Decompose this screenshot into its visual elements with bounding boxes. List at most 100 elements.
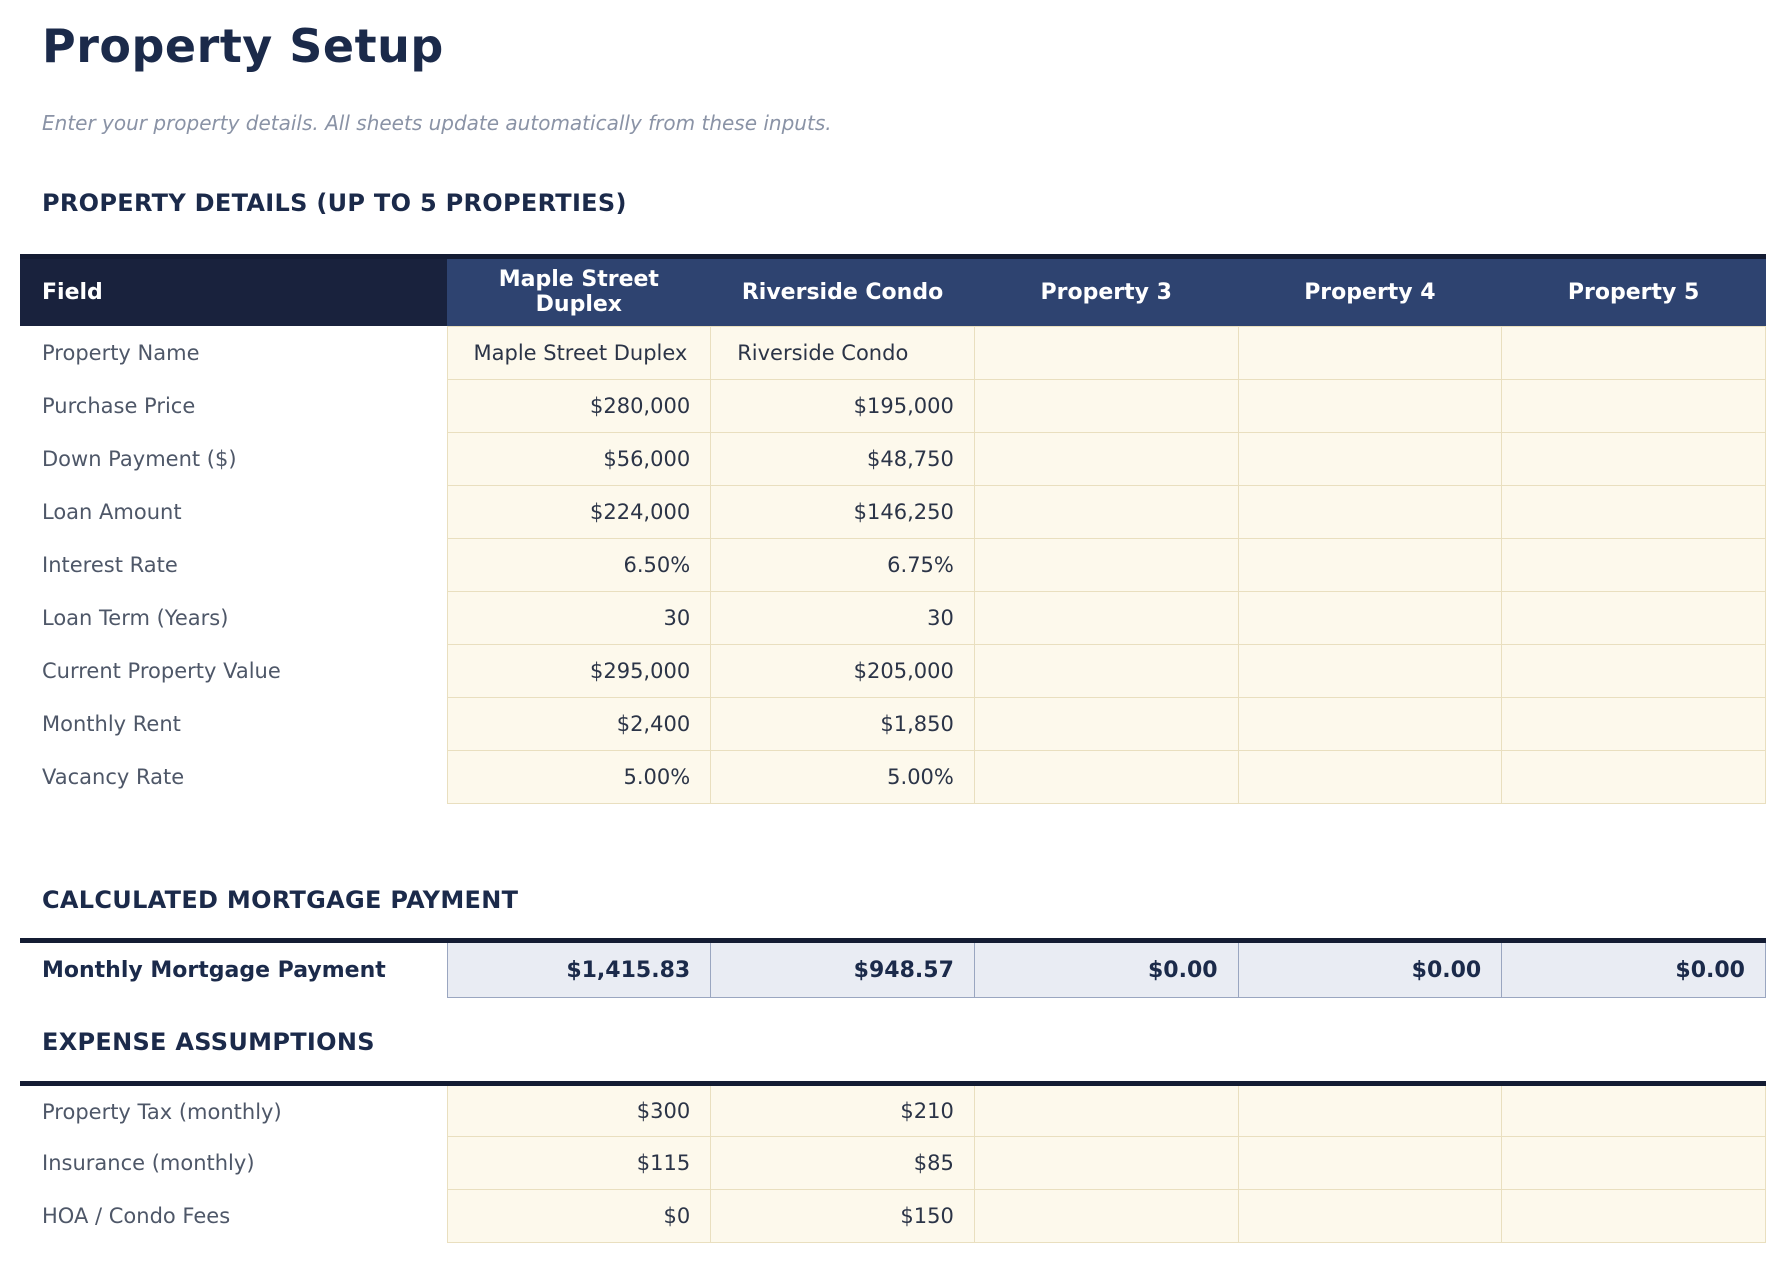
value-cell[interactable]: $295,000 xyxy=(446,643,712,698)
value-cell[interactable]: $300 xyxy=(446,1083,712,1138)
value-cell[interactable] xyxy=(973,484,1239,539)
value-cell[interactable] xyxy=(1237,431,1503,486)
value-cell[interactable] xyxy=(1237,749,1503,804)
details-header-row: Field Maple Street Duplex Riverside Condo P… xyxy=(20,256,1766,327)
value-cell: $948.57 xyxy=(710,940,975,999)
row-label: Property Tax (monthly) xyxy=(20,1083,447,1137)
value-cell[interactable] xyxy=(1237,378,1503,433)
value-cell[interactable]: $56,000 xyxy=(446,431,712,486)
table-row-loan-term-years: Loan Term (Years) 30 30 xyxy=(20,590,1766,645)
value-cell[interactable] xyxy=(1501,749,1766,804)
column-header-property-5: Property 5 xyxy=(1501,256,1766,327)
value-cell[interactable] xyxy=(1501,484,1766,539)
row-label: Property Name xyxy=(20,326,447,380)
value-cell[interactable]: 6.50% xyxy=(446,537,712,592)
row-label: Monthly Rent xyxy=(20,697,447,751)
value-cell[interactable] xyxy=(973,643,1239,698)
value-cell[interactable] xyxy=(1501,1189,1766,1244)
value-cell[interactable]: $224,000 xyxy=(446,484,712,539)
value-cell[interactable]: 5.00% xyxy=(710,749,975,804)
value-cell[interactable] xyxy=(1501,643,1766,698)
table-row-insurance-monthly: Insurance (monthly) $115 $85 xyxy=(20,1136,1766,1191)
value-cell[interactable]: $1,850 xyxy=(710,696,975,751)
value-cell[interactable]: $115 xyxy=(446,1136,712,1191)
value-cell[interactable]: 6.75% xyxy=(710,537,975,592)
value-cell[interactable] xyxy=(973,696,1239,751)
column-header-maple-street-duplex: Maple Street Duplex xyxy=(447,256,711,327)
value-cell[interactable] xyxy=(973,431,1239,486)
value-cell[interactable] xyxy=(973,590,1239,645)
value-cell[interactable] xyxy=(1237,1136,1503,1191)
table-row-hoa-condo-fees: HOA / Condo Fees $0 $150 xyxy=(20,1189,1766,1244)
value-cell[interactable] xyxy=(973,749,1239,804)
section-heading-property-details: PROPERTY DETAILS (UP TO 5 PROPERTIES) xyxy=(42,188,627,217)
row-label: Monthly Mortgage Payment xyxy=(20,940,447,998)
value-cell[interactable] xyxy=(1501,431,1766,486)
table-row-property-name: Property Name Maple Street Duplex Riversid… xyxy=(20,325,1766,380)
value-cell[interactable] xyxy=(1501,378,1766,433)
section-heading-mortgage: CALCULATED MORTGAGE PAYMENT xyxy=(42,885,519,914)
table-row-vacancy-rate: Vacancy Rate 5.00% 5.00% xyxy=(20,749,1766,804)
section-heading-expenses: EXPENSE ASSUMPTIONS xyxy=(42,1028,375,1057)
value-cell[interactable] xyxy=(973,325,1239,380)
page-title: Property Setup xyxy=(42,19,444,73)
value-cell[interactable] xyxy=(1501,696,1766,751)
row-label: HOA / Condo Fees xyxy=(20,1189,447,1243)
value-cell[interactable]: Riverside Condo xyxy=(710,325,975,380)
column-header-field: Field xyxy=(20,256,447,327)
value-cell[interactable]: $0 xyxy=(446,1189,712,1244)
value-cell[interactable] xyxy=(1237,537,1503,592)
value-cell[interactable] xyxy=(973,537,1239,592)
value-cell[interactable] xyxy=(1501,590,1766,645)
value-cell[interactable] xyxy=(1501,537,1766,592)
table-row-monthly-rent: Monthly Rent $2,400 $1,850 xyxy=(20,696,1766,751)
value-cell[interactable] xyxy=(1237,325,1503,380)
row-label: Interest Rate xyxy=(20,538,447,592)
value-cell[interactable]: 30 xyxy=(446,590,712,645)
value-cell[interactable]: $146,250 xyxy=(710,484,975,539)
value-cell[interactable]: $85 xyxy=(710,1136,975,1191)
table-row-interest-rate: Interest Rate 6.50% 6.75% xyxy=(20,537,1766,592)
column-header-property-4: Property 4 xyxy=(1238,256,1502,327)
expense-assumptions-table: Property Tax (monthly) $300 $210 Insurance … xyxy=(20,1081,1766,1244)
column-header-property-3: Property 3 xyxy=(974,256,1239,327)
value-cell[interactable] xyxy=(1237,696,1503,751)
row-label: Vacancy Rate xyxy=(20,750,447,804)
table-row-current-property-value: Current Property Value $295,000 $205,000 xyxy=(20,643,1766,698)
mortgage-payment-table: Monthly Mortgage Payment $1,415.83 $948.57… xyxy=(20,938,1766,999)
value-cell[interactable] xyxy=(1501,1136,1766,1191)
value-cell[interactable]: $2,400 xyxy=(446,696,712,751)
value-cell[interactable] xyxy=(1237,1083,1503,1138)
value-cell[interactable] xyxy=(1237,643,1503,698)
value-cell[interactable]: $48,750 xyxy=(710,431,975,486)
value-cell[interactable]: $210 xyxy=(710,1083,975,1138)
table-row-property-tax-monthly: Property Tax (monthly) $300 $210 xyxy=(20,1083,1766,1138)
value-cell[interactable] xyxy=(1501,325,1766,380)
value-cell[interactable] xyxy=(973,1083,1239,1138)
value-cell[interactable]: $150 xyxy=(710,1189,975,1244)
table-row-purchase-price: Purchase Price $280,000 $195,000 xyxy=(20,378,1766,433)
table-row-loan-amount: Loan Amount $224,000 $146,250 xyxy=(20,484,1766,539)
value-cell: $0.00 xyxy=(1501,940,1766,999)
value-cell[interactable] xyxy=(973,378,1239,433)
row-label: Current Property Value xyxy=(20,644,447,698)
value-cell[interactable]: $205,000 xyxy=(710,643,975,698)
row-label: Down Payment ($) xyxy=(20,432,447,486)
value-cell: $0.00 xyxy=(973,940,1239,999)
value-cell[interactable] xyxy=(1237,1189,1503,1244)
table-row-down-payment: Down Payment ($) $56,000 $48,750 xyxy=(20,431,1766,486)
value-cell[interactable] xyxy=(1237,590,1503,645)
value-cell[interactable] xyxy=(973,1136,1239,1191)
value-cell[interactable]: $195,000 xyxy=(710,378,975,433)
value-cell[interactable]: Maple Street Duplex xyxy=(446,325,712,380)
value-cell[interactable] xyxy=(1237,484,1503,539)
row-label: Insurance (monthly) xyxy=(20,1136,447,1190)
value-cell[interactable]: 30 xyxy=(710,590,975,645)
value-cell[interactable] xyxy=(973,1189,1239,1244)
row-label: Loan Amount xyxy=(20,485,447,539)
value-cell[interactable]: $280,000 xyxy=(446,378,712,433)
property-setup-page: Property Setup Enter your property detai… xyxy=(20,19,1766,1244)
value-cell[interactable]: 5.00% xyxy=(446,749,712,804)
value-cell[interactable] xyxy=(1501,1083,1766,1138)
property-details-table: Field Maple Street Duplex Riverside Condo P… xyxy=(20,253,1766,804)
